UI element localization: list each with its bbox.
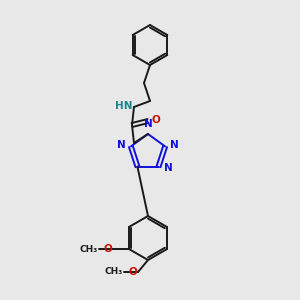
Text: N: N [144,119,152,129]
Text: O: O [103,244,112,254]
Text: CH₃: CH₃ [105,268,123,277]
Text: CH₃: CH₃ [80,244,98,253]
Text: O: O [128,267,137,277]
Text: HN: HN [116,101,133,111]
Text: N: N [164,163,172,172]
Text: O: O [151,115,160,125]
Text: N: N [170,140,179,150]
Text: N: N [117,140,126,150]
